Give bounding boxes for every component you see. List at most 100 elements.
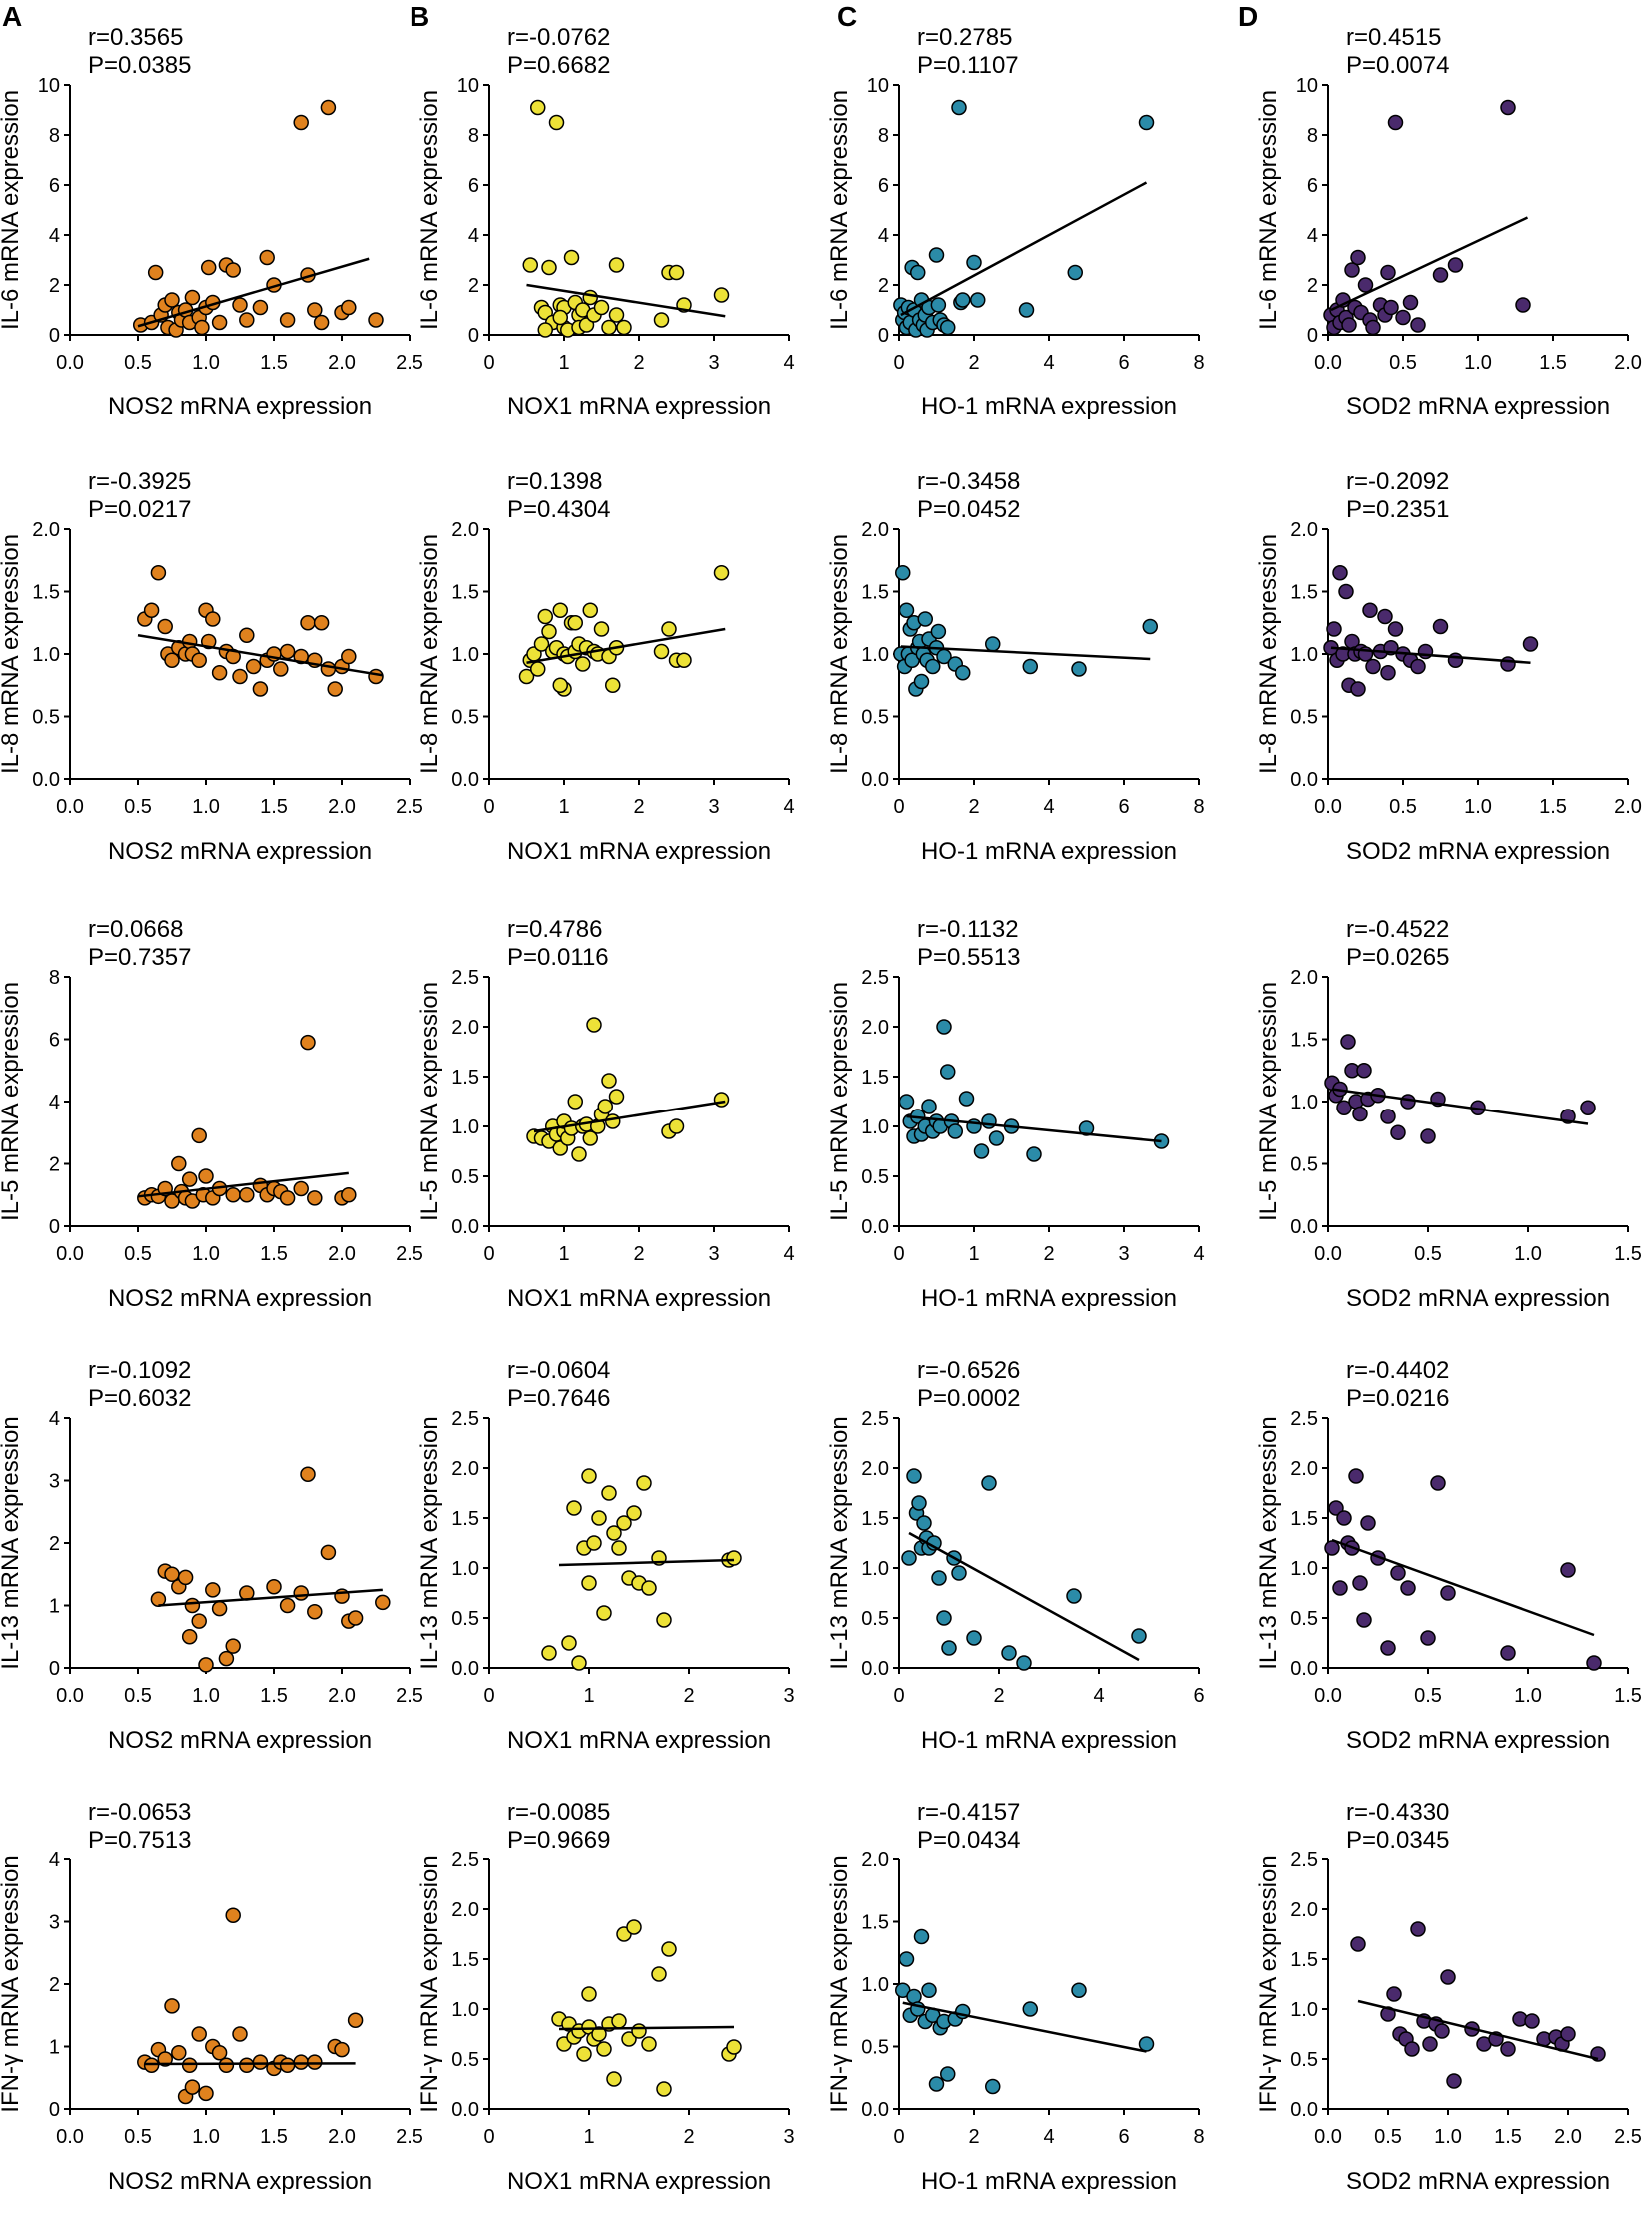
x-tick-label: 4 bbox=[1043, 352, 1054, 373]
x-tick-label: 2 bbox=[633, 352, 644, 373]
regression-line bbox=[137, 634, 384, 677]
data-point bbox=[307, 1604, 323, 1620]
x-tick-label: 0 bbox=[893, 1685, 904, 1707]
r-value: r=-0.4157 bbox=[917, 1799, 1020, 1826]
data-point bbox=[601, 1073, 617, 1089]
y-tick-label: 2.0 bbox=[451, 519, 479, 541]
data-point bbox=[1356, 1612, 1372, 1628]
y-tick-label: 1.0 bbox=[451, 1116, 479, 1138]
data-point bbox=[239, 2057, 255, 2073]
data-point bbox=[641, 1580, 657, 1596]
x-tick-label: 0 bbox=[893, 2126, 904, 2148]
data-point bbox=[726, 2039, 742, 2055]
x-tick-label: 0.5 bbox=[124, 1243, 152, 1265]
x-tick-label: 1.5 bbox=[260, 2126, 288, 2148]
x-tick-label: 8 bbox=[1193, 2126, 1204, 2148]
data-point bbox=[1071, 661, 1087, 677]
y-tick-label: 0.5 bbox=[1290, 1154, 1318, 1176]
y-tick-label: 2.0 bbox=[861, 519, 889, 541]
x-axis-title: NOX1 mRNA expression bbox=[507, 1285, 771, 1312]
data-point bbox=[1066, 1588, 1082, 1604]
data-point bbox=[368, 312, 384, 328]
y-tick-label: 4 bbox=[468, 225, 479, 247]
chart-C1: 0 2 4 6 8 10 0 2 4 6 8 HO-1 mRNA expression IL-6 mRN… bbox=[826, 24, 1205, 420]
chart-A3: 0 2 4 6 8 0.0 0.5 1.0 1.5 2.0 2.5 NOS2 mRNA express… bbox=[0, 916, 423, 1312]
x-tick-label: 1.0 bbox=[192, 1243, 220, 1265]
y-axis-title: IL-8 mRNA expression bbox=[826, 534, 853, 774]
y-tick-label: 2 bbox=[49, 1154, 60, 1176]
y-tick-label: 2.5 bbox=[1290, 1408, 1318, 1430]
p-value: P=0.0216 bbox=[1346, 1385, 1449, 1412]
panel-label-c: C bbox=[837, 1, 857, 32]
chart-B1: 0 2 4 6 8 10 0 1 2 3 4 NOX1 mRNA expression IL-6 mRN… bbox=[416, 24, 795, 420]
data-point bbox=[530, 99, 546, 116]
chart-B2: 0.0 0.5 1.0 1.5 2.0 0 1 2 3 4 NOX1 mRNA expression… bbox=[416, 468, 795, 865]
x-tick-label: 0 bbox=[483, 1685, 494, 1707]
p-value: P=0.1107 bbox=[917, 52, 1019, 79]
y-tick-label: 2.0 bbox=[1290, 519, 1318, 541]
y-tick-label: 1.0 bbox=[861, 1558, 889, 1580]
x-tick-label: 3 bbox=[783, 2126, 794, 2148]
data-point bbox=[601, 1485, 617, 1501]
data-point bbox=[921, 1982, 937, 1998]
x-tick-label: 2 bbox=[1043, 1243, 1054, 1265]
p-value: P=0.7357 bbox=[88, 944, 191, 971]
r-value: r=-0.3925 bbox=[88, 468, 191, 495]
data-point bbox=[571, 1655, 587, 1671]
x-tick-label: 4 bbox=[783, 1243, 794, 1265]
y-tick-label: 0.0 bbox=[1290, 1658, 1318, 1680]
data-point bbox=[164, 652, 180, 668]
data-point bbox=[225, 1907, 241, 1923]
data-point bbox=[1365, 658, 1381, 675]
p-value: P=0.7513 bbox=[88, 1827, 191, 1853]
y-tick-label: 2 bbox=[49, 1974, 60, 1996]
x-axis-title: NOS2 mRNA expression bbox=[108, 1285, 372, 1312]
y-tick-label: 1.5 bbox=[32, 582, 60, 604]
data-point bbox=[1380, 1109, 1396, 1124]
data-point bbox=[313, 615, 330, 631]
x-tick-label: 1.0 bbox=[1434, 2126, 1462, 2148]
data-point bbox=[307, 302, 323, 318]
data-point bbox=[985, 636, 1001, 652]
x-tick-label: 2 bbox=[683, 2126, 694, 2148]
y-tick-label: 6 bbox=[1307, 175, 1318, 197]
y-tick-label: 4 bbox=[49, 1408, 60, 1430]
y-tick-label: 0.5 bbox=[32, 707, 60, 729]
x-axis-title: HO-1 mRNA expression bbox=[921, 393, 1177, 420]
x-tick-label: 0 bbox=[893, 796, 904, 818]
regression-line bbox=[900, 645, 1151, 661]
r-value: r=-0.4330 bbox=[1346, 1799, 1449, 1826]
x-tick-label: 0.0 bbox=[56, 2126, 84, 2148]
x-tick-label: 2 bbox=[993, 1685, 1004, 1707]
y-axis-title: IL-13 mRNA expression bbox=[1255, 1416, 1282, 1669]
y-tick-label: 2.5 bbox=[451, 967, 479, 989]
regression-line bbox=[558, 2025, 735, 2031]
data-point bbox=[582, 289, 598, 306]
data-point bbox=[606, 2071, 622, 2087]
y-tick-label: 0.0 bbox=[861, 2099, 889, 2121]
data-point bbox=[1522, 636, 1539, 652]
x-tick-label: 0 bbox=[483, 1243, 494, 1265]
y-tick-label: 0 bbox=[49, 1658, 60, 1680]
data-point bbox=[1410, 317, 1426, 333]
data-point bbox=[347, 2012, 364, 2028]
data-point bbox=[293, 1180, 309, 1197]
x-tick-label: 4 bbox=[1193, 1243, 1204, 1265]
x-axis-title: SOD2 mRNA expression bbox=[1346, 838, 1610, 865]
data-point bbox=[307, 1190, 323, 1206]
data-point bbox=[347, 1610, 364, 1626]
y-tick-label: 2.0 bbox=[451, 1899, 479, 1921]
x-tick-label: 2.5 bbox=[396, 1685, 423, 1707]
data-point bbox=[1078, 1120, 1095, 1136]
data-point bbox=[541, 623, 557, 640]
regression-line bbox=[1331, 1088, 1589, 1125]
data-point bbox=[930, 623, 947, 640]
data-point bbox=[300, 1466, 316, 1482]
x-tick-label: 0.5 bbox=[1389, 796, 1417, 818]
data-point bbox=[279, 312, 296, 328]
x-tick-label: 1.0 bbox=[1464, 352, 1492, 373]
y-tick-label: 6 bbox=[49, 175, 60, 197]
p-value: P=0.0452 bbox=[917, 496, 1020, 523]
data-point bbox=[1026, 1146, 1042, 1162]
x-tick-label: 1 bbox=[583, 1685, 594, 1707]
